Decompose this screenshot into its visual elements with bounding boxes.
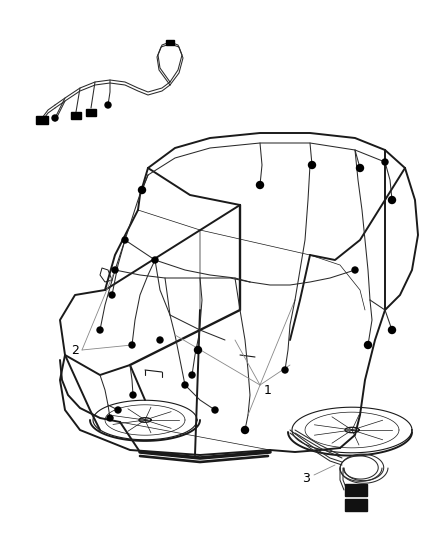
Text: 3: 3 — [302, 472, 310, 484]
Circle shape — [109, 292, 115, 298]
Text: 2: 2 — [71, 343, 79, 357]
Bar — [86, 109, 96, 116]
Circle shape — [194, 346, 201, 353]
Circle shape — [308, 161, 315, 168]
Circle shape — [130, 392, 136, 398]
Circle shape — [182, 382, 188, 388]
Bar — [345, 499, 367, 511]
Circle shape — [364, 342, 371, 349]
Bar — [71, 111, 81, 118]
Circle shape — [107, 415, 113, 421]
Circle shape — [389, 197, 396, 204]
Circle shape — [352, 267, 358, 273]
Circle shape — [157, 337, 163, 343]
Circle shape — [257, 182, 264, 189]
Circle shape — [97, 327, 103, 333]
Bar — [36, 116, 48, 124]
Circle shape — [115, 407, 121, 413]
Bar — [345, 484, 367, 496]
Circle shape — [152, 257, 158, 263]
Circle shape — [122, 237, 128, 243]
Circle shape — [129, 342, 135, 348]
Circle shape — [389, 327, 396, 334]
Circle shape — [138, 187, 145, 193]
Circle shape — [357, 165, 364, 172]
Circle shape — [112, 267, 118, 273]
Circle shape — [382, 159, 388, 165]
Text: 1: 1 — [264, 384, 272, 397]
Circle shape — [282, 367, 288, 373]
Bar — [166, 39, 174, 44]
Circle shape — [105, 102, 111, 108]
Circle shape — [241, 426, 248, 433]
Circle shape — [212, 407, 218, 413]
Circle shape — [52, 115, 58, 121]
Circle shape — [189, 372, 195, 378]
